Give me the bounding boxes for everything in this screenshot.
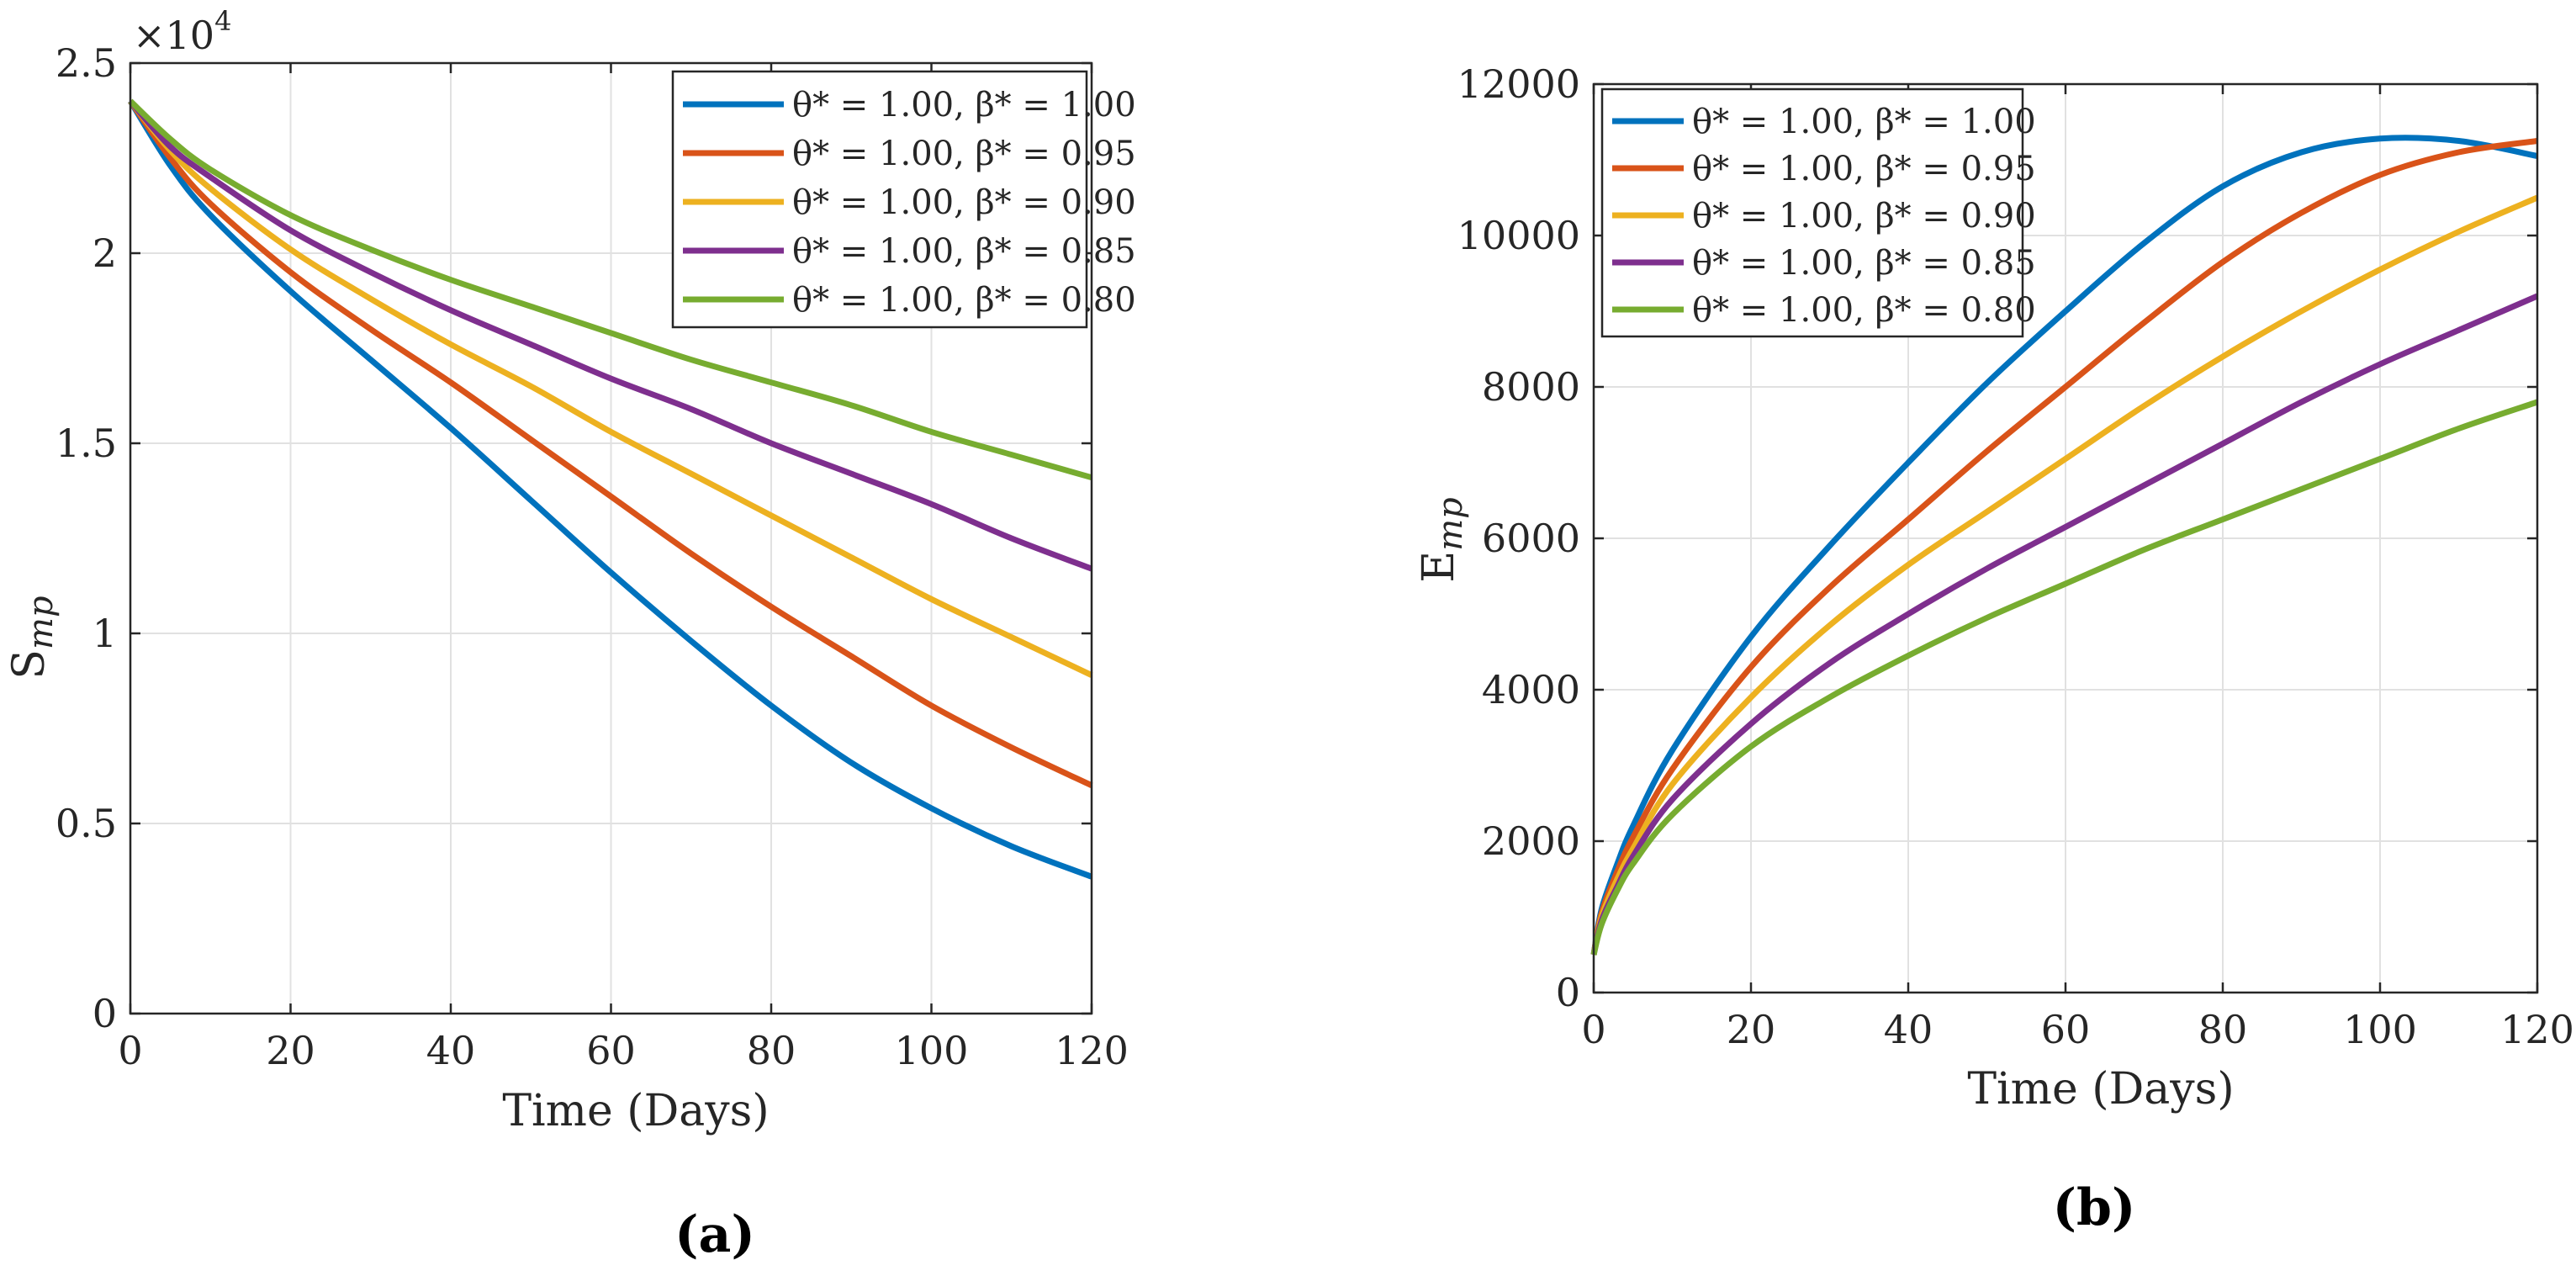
series-line-b-2	[1590, 194, 2539, 956]
series-line-a-1	[128, 99, 1093, 788]
x-tick-label: 40	[426, 1028, 476, 1073]
ylabel-b-main: E	[1414, 551, 1464, 583]
series-line-b-0	[1590, 135, 2538, 956]
ylabel-b-sub: mp	[1431, 497, 1470, 551]
series-line-b-3	[1590, 293, 2539, 956]
y-tick-label: 1	[93, 611, 117, 656]
y-tick-label: 4000	[1482, 667, 1580, 712]
legend-label: θ* = 1.00, β* = 1.00	[792, 86, 1136, 124]
legend-label: θ* = 1.00, β* = 0.85	[792, 232, 1136, 271]
y-tick-label: 1.5	[56, 421, 117, 466]
y-tick-label: 6000	[1482, 516, 1580, 561]
ylabel-a-sub: mp	[22, 596, 61, 649]
legend-label: θ* = 1.00, β* = 1.00	[1692, 103, 2036, 141]
x-tick-label: 20	[266, 1028, 315, 1073]
ylabel-b: Emp	[1414, 497, 1470, 583]
x-tick-label: 60	[2041, 1007, 2091, 1052]
y-multiplier-a: ×104	[133, 5, 231, 58]
x-tick-label: 60	[586, 1028, 636, 1073]
legend-label: θ* = 1.00, β* = 0.90	[792, 183, 1136, 222]
series-line-b-1	[1590, 138, 2538, 956]
y-tick-label: 0.5	[56, 801, 117, 846]
legend-label: θ* = 1.00, β* = 0.80	[792, 281, 1136, 320]
x-tick-label: 80	[747, 1028, 796, 1073]
ylabel-a: Smp	[4, 596, 61, 679]
x-tick-label: 100	[895, 1028, 969, 1073]
legend-label: θ* = 1.00, β* = 0.80	[1692, 291, 2036, 330]
x-tick-label: 100	[2343, 1007, 2417, 1052]
series-line-b-4	[1590, 399, 2539, 956]
y-multiplier-a-exp: 4	[214, 5, 231, 37]
xlabel-b: Time (Days)	[1967, 1064, 2234, 1115]
ylabel-a-main: S	[4, 649, 55, 680]
legend-label: θ* = 1.00, β* = 0.95	[792, 135, 1136, 173]
series-line-a-4	[128, 98, 1092, 481]
x-tick-label: 0	[1581, 1007, 1605, 1052]
x-tick-label: 40	[1884, 1007, 1933, 1052]
caption-b: (b)	[2053, 1178, 2136, 1237]
y-tick-label: 8000	[1482, 364, 1580, 410]
x-tick-label: 120	[1055, 1028, 1129, 1073]
series-line-a-0	[128, 99, 1093, 880]
y-multiplier-a-base: ×10	[133, 13, 214, 58]
legend-label: θ* = 1.00, β* = 0.95	[1692, 150, 2036, 188]
y-tick-label: 2	[93, 230, 117, 276]
chart-panel-b: (b) Time (Days) Emp 0 20 40 60 80 100 120 0 2000…	[1414, 61, 2574, 1237]
x-tick-label: 0	[118, 1028, 142, 1073]
y-tick-label: 10000	[1457, 213, 1580, 258]
y-tick-label: 0	[93, 991, 117, 1036]
series-line-a-3	[128, 98, 1093, 572]
xlabel-a: Time (Days)	[502, 1086, 769, 1136]
x-tick-label: 120	[2500, 1007, 2574, 1052]
x-tick-label: 20	[1727, 1007, 1776, 1052]
y-tick-label: 2000	[1482, 818, 1580, 864]
series-line-a-2	[128, 98, 1093, 678]
y-tick-label: 0	[1556, 970, 1580, 1015]
chart-panel-a: (a) Time (Days) Smp ×104 0 20 40 60 80 100 120…	[4, 5, 1136, 1264]
legend-label: θ* = 1.00, β* = 0.85	[1692, 244, 2036, 283]
y-tick-label: 12000	[1457, 61, 1580, 107]
y-tick-label: 2.5	[56, 40, 117, 86]
caption-a: (a)	[674, 1205, 755, 1264]
x-tick-label: 80	[2198, 1007, 2248, 1052]
legend-label: θ* = 1.00, β* = 0.90	[1692, 197, 2036, 236]
